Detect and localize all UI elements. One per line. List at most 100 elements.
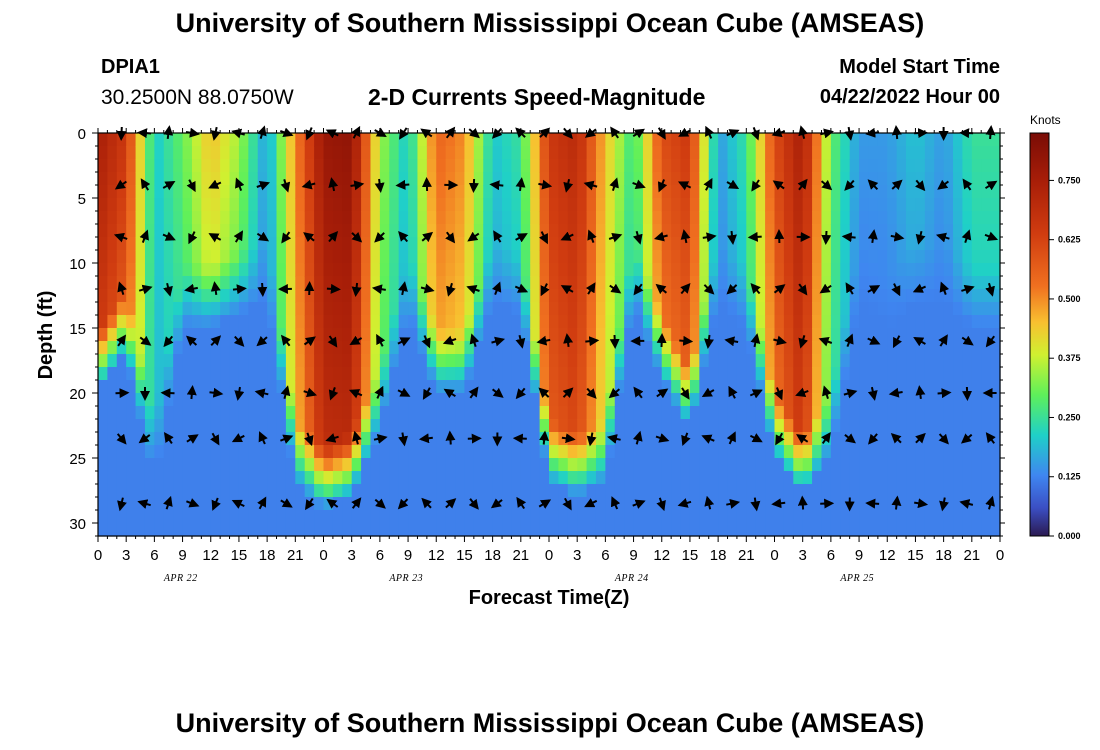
heatmap-cell: [661, 484, 672, 498]
heatmap-cell: [492, 315, 503, 329]
heatmap-cell: [445, 471, 456, 485]
heatmap-cell: [642, 224, 653, 238]
heatmap-cell: [389, 328, 400, 342]
heatmap-cell: [126, 406, 137, 420]
heatmap-cell: [755, 276, 766, 290]
heatmap-cell: [595, 224, 606, 238]
heatmap-cell: [295, 432, 306, 446]
heatmap-cell: [765, 198, 776, 212]
heatmap-cell: [257, 146, 268, 160]
heatmap-cell: [238, 497, 249, 511]
heatmap-cell: [295, 159, 306, 173]
heatmap-cell: [314, 250, 325, 264]
heatmap-cell: [924, 432, 935, 446]
current-arrow: [186, 434, 199, 444]
heatmap-cell: [144, 380, 155, 394]
heatmap-cell: [981, 471, 992, 485]
x-tick-label: 3: [799, 547, 807, 564]
heatmap-cell: [652, 406, 663, 420]
heatmap-cell: [248, 289, 259, 303]
heatmap-cell: [445, 523, 456, 537]
heatmap-cell: [746, 185, 757, 199]
current-arrow: [727, 230, 737, 245]
current-arrow: [772, 180, 785, 191]
heatmap-cell: [436, 497, 447, 511]
heatmap-cell: [511, 445, 522, 459]
heatmap-cell: [191, 276, 202, 290]
heatmap-cell: [304, 354, 315, 368]
heatmap-cell: [502, 432, 513, 446]
heatmap-cell: [699, 445, 710, 459]
current-arrow: [350, 180, 365, 191]
heatmap-cell: [276, 185, 287, 199]
heatmap-cell: [163, 445, 174, 459]
heatmap-cell: [934, 211, 945, 225]
heatmap-cell: [285, 263, 296, 277]
heatmap-cell: [614, 250, 625, 264]
heatmap-cell: [718, 419, 729, 433]
x-tick-label: 15: [456, 547, 473, 564]
heatmap-cell: [502, 289, 513, 303]
heatmap-cell: [962, 276, 973, 290]
heatmap-cell: [906, 224, 917, 238]
heatmap-cell: [981, 302, 992, 316]
heatmap-cell: [98, 367, 108, 381]
heatmap-cell: [642, 419, 653, 433]
heatmap-cell: [859, 289, 870, 303]
heatmap-cell: [765, 133, 776, 147]
heatmap-cell: [182, 172, 193, 186]
heatmap-cell: [727, 263, 738, 277]
heatmap-cell: [107, 367, 118, 381]
heatmap-cell: [586, 458, 597, 472]
heatmap-cell: [473, 328, 484, 342]
heatmap-cell: [370, 159, 381, 173]
heatmap-cell: [896, 380, 907, 394]
heatmap-cell: [267, 432, 278, 446]
heatmap-cell: [962, 263, 973, 277]
chart-title: University of Southern Mississippi Ocean…: [175, 8, 925, 38]
heatmap-cell: [793, 224, 804, 238]
heatmap-cell: [210, 198, 221, 212]
current-arrow: [491, 281, 502, 295]
heatmap-cell: [295, 471, 306, 485]
heatmap-cell: [276, 497, 287, 511]
heatmap-cell: [182, 224, 193, 238]
heatmap-cell: [624, 198, 635, 212]
heatmap-cell: [445, 276, 456, 290]
heatmap-cell: [586, 315, 597, 329]
heatmap-cell: [642, 289, 653, 303]
heatmap-cell: [361, 263, 372, 277]
heatmap-cell: [614, 419, 625, 433]
heatmap-cell: [295, 497, 306, 511]
heatmap-cell: [154, 172, 165, 186]
heatmap-cell: [821, 445, 832, 459]
heatmap-cell: [990, 289, 1001, 303]
heatmap-cell: [924, 159, 935, 173]
heatmap-cell: [821, 276, 832, 290]
heatmap-cell: [774, 328, 785, 342]
heatmap-cell: [971, 276, 982, 290]
heatmap-cell: [154, 393, 165, 407]
heatmap-cell: [577, 458, 588, 472]
heatmap-cell: [248, 419, 259, 433]
heatmap-cell: [408, 185, 419, 199]
heatmap-cell: [840, 367, 851, 381]
heatmap-cell: [727, 289, 738, 303]
heatmap-cell: [943, 484, 954, 498]
heatmap-cell: [220, 315, 231, 329]
current-arrow: [914, 498, 929, 509]
heatmap-cell: [699, 367, 710, 381]
current-arrow: [798, 335, 809, 349]
heatmap-cell: [859, 354, 870, 368]
heatmap-cell: [126, 237, 137, 251]
heatmap-cell: [783, 146, 794, 160]
heatmap-cell: [267, 276, 278, 290]
heatmap-cell: [934, 393, 945, 407]
heatmap-cell: [257, 159, 268, 173]
heatmap-cell: [417, 276, 428, 290]
heatmap-cell: [135, 263, 146, 277]
heatmap-cell: [680, 445, 691, 459]
heatmap-cell: [436, 315, 447, 329]
heatmap-cell: [567, 471, 578, 485]
heatmap-cell: [877, 237, 888, 251]
